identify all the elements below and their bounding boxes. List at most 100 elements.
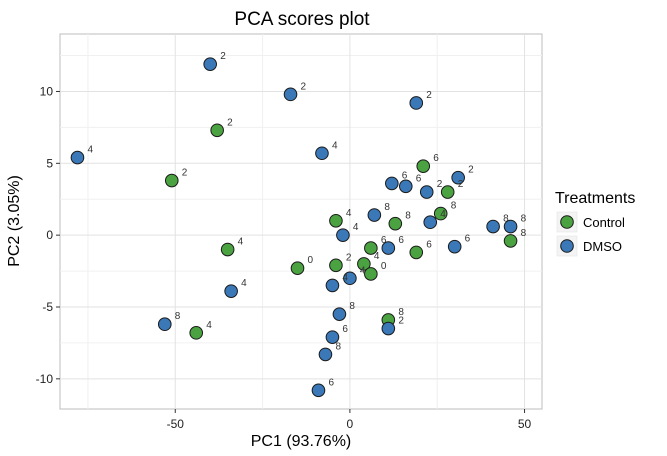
x-tick-label: -50 (167, 417, 185, 431)
point-label: 6 (328, 377, 334, 388)
point-control (503, 234, 518, 248)
point-label: 6 (416, 173, 422, 184)
point-control (388, 216, 403, 231)
point-label: 8 (398, 307, 404, 318)
point-label: 4 (342, 272, 348, 283)
y-tick-label: 10 (40, 84, 54, 98)
point-label: 4 (206, 320, 212, 331)
point-label: 6 (381, 235, 387, 246)
point-control (409, 245, 424, 260)
point-control (433, 206, 448, 221)
point-label: 6 (398, 235, 404, 246)
point-label: 4 (87, 145, 93, 156)
point-dmso (70, 150, 85, 165)
point-dmso (325, 278, 340, 293)
point-label: 0 (381, 261, 387, 272)
point-label: 2 (468, 165, 474, 176)
y-tick-label: -10 (36, 372, 54, 386)
point-label: 8 (384, 202, 390, 213)
point-label: 2 (182, 168, 188, 179)
x-axis-title: PC1 (93.76%) (251, 433, 352, 450)
point-control (329, 213, 343, 228)
legend: Treatments Control DMSO (555, 190, 635, 257)
plot-panel (59, 33, 543, 410)
point-label: 6 (342, 324, 348, 335)
point-label: 8 (451, 201, 457, 212)
point-dmso (409, 96, 424, 110)
legend-label-dmso: DMSO (583, 239, 622, 254)
point-label: 6 (433, 153, 439, 164)
point-label: 4 (440, 209, 446, 220)
y-axis-title: PC2 (3.05%) (6, 175, 23, 267)
point-dmso (398, 179, 413, 194)
point-control (164, 173, 179, 188)
point-label: 8 (521, 214, 527, 225)
point-label: 2 (458, 179, 464, 190)
point-dmso (385, 176, 399, 191)
legend-key-dmso (560, 239, 574, 253)
point-dmso (318, 347, 333, 362)
point-control (290, 261, 305, 275)
point-label: 0 (308, 255, 314, 266)
point-label: 4 (332, 140, 338, 151)
point-label: 2 (437, 179, 443, 190)
point-label: 2 (220, 51, 226, 62)
point-dmso (381, 321, 396, 336)
point-control (440, 185, 455, 199)
y-tick-label: -5 (42, 300, 53, 314)
point-label: 6 (465, 234, 471, 245)
point-dmso (447, 239, 462, 254)
point-control (210, 123, 224, 138)
point-dmso (203, 57, 217, 71)
point-label: 6 (402, 170, 408, 181)
point-dmso (311, 383, 326, 398)
point-control (416, 159, 431, 173)
point-dmso (315, 146, 329, 161)
point-label: 8 (335, 341, 341, 352)
point-label: 4 (374, 251, 380, 262)
point-dmso (419, 185, 434, 199)
point-dmso (325, 330, 340, 344)
point-dmso (423, 215, 438, 230)
point-control (364, 267, 378, 281)
point-label: 8 (503, 214, 509, 225)
point-control (357, 257, 371, 271)
point-dmso (367, 208, 382, 222)
point-label: 8 (175, 311, 181, 322)
point-dmso (332, 307, 347, 321)
legend-label-control: Control (583, 215, 625, 230)
point-control (189, 326, 204, 340)
point-dmso (343, 271, 357, 286)
point-label: 4 (238, 237, 244, 248)
point-label: 6 (426, 239, 432, 250)
legend-key-control (560, 215, 574, 229)
point-dmso (486, 219, 500, 234)
point-control (329, 258, 343, 273)
legend-title: Treatments (555, 190, 635, 207)
y-tick-label: 0 (46, 228, 53, 242)
point-dmso (381, 241, 396, 255)
grid-lines (60, 34, 542, 409)
point-label: 4 (346, 208, 352, 219)
scatter-points (70, 57, 518, 398)
point-label: 8 (349, 301, 355, 312)
point-dmso (224, 284, 238, 298)
point-label: 2 (398, 316, 404, 327)
point-label: 2 (426, 90, 432, 101)
point-dmso (336, 228, 350, 242)
point-label: 2 (301, 81, 307, 92)
point-control (220, 242, 235, 257)
x-tick-label: 0 (347, 417, 354, 431)
chart-title: PCA scores plot (234, 9, 370, 30)
point-label: 4 (360, 265, 366, 276)
point-dmso (451, 170, 465, 185)
point-label: 8 (521, 228, 527, 239)
x-tick-label: 50 (518, 417, 532, 431)
point-dmso (157, 317, 172, 332)
x-axis-ticks: -50 0 50 (167, 409, 532, 431)
point-label: 2 (227, 117, 233, 128)
point-dmso (283, 87, 298, 102)
point-control (364, 241, 378, 255)
